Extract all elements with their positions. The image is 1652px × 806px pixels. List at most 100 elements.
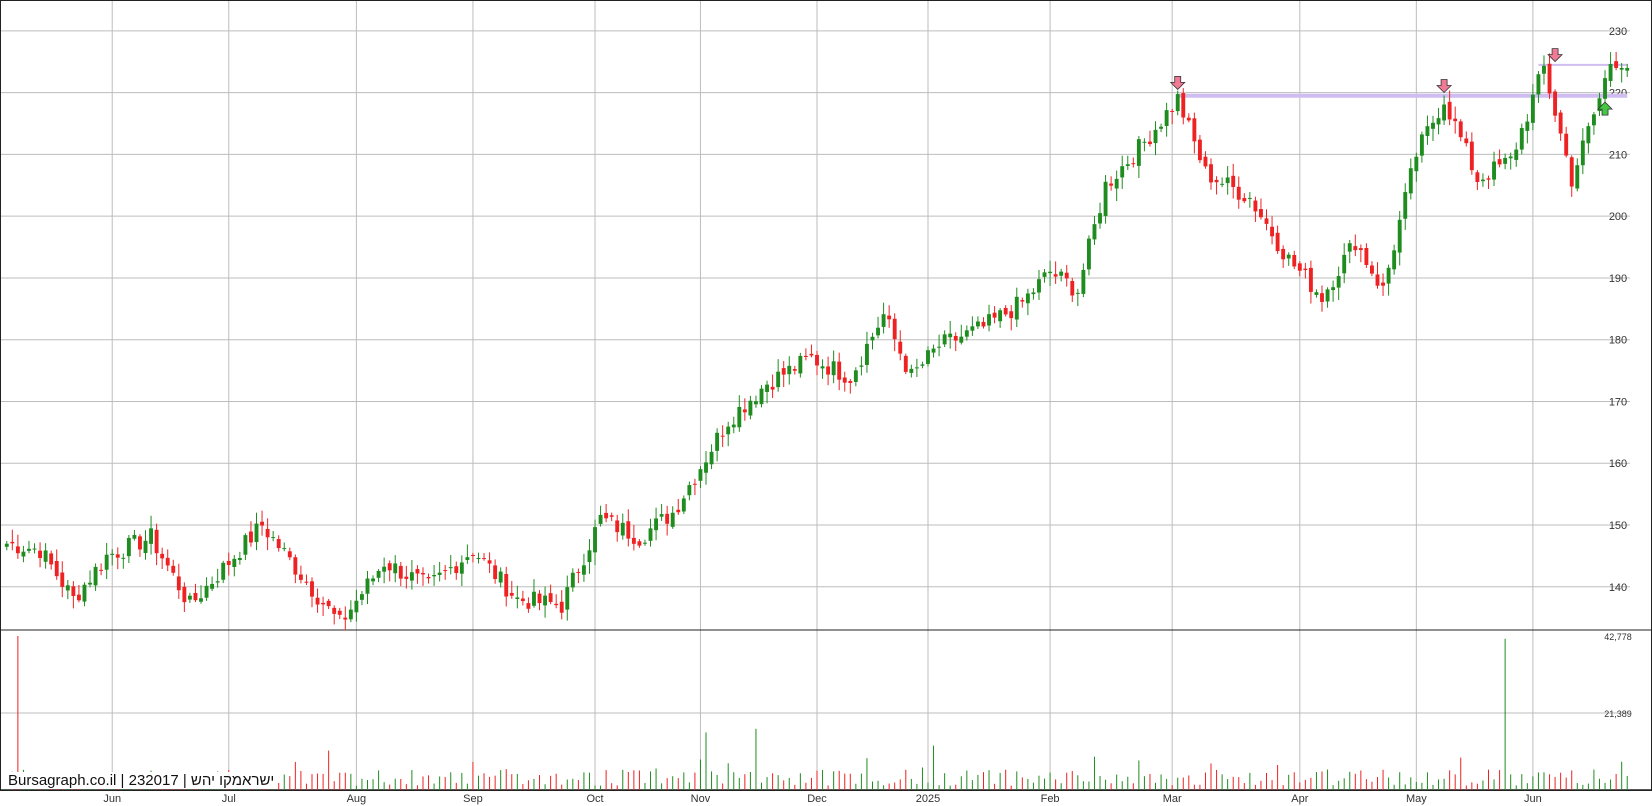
candle-body <box>88 582 92 585</box>
y-tick-label: 140 <box>1609 582 1627 594</box>
candle-body <box>110 553 115 555</box>
candle-body <box>1453 118 1458 122</box>
candle-body <box>115 554 120 558</box>
candle-body <box>581 565 586 575</box>
candle-body <box>692 483 697 485</box>
candle-body <box>1480 179 1485 182</box>
candle-body <box>604 512 609 519</box>
candle-body <box>1264 218 1269 224</box>
candle-body <box>60 572 65 587</box>
candle-body <box>659 514 664 517</box>
candle-body <box>10 541 15 544</box>
x-tick-label: Aug <box>347 793 367 805</box>
candle-body <box>1247 197 1252 199</box>
candle-body <box>93 566 98 586</box>
candle-body <box>276 538 281 549</box>
candle-body <box>1392 250 1397 270</box>
candle-body <box>681 498 686 512</box>
candle-body <box>942 334 947 345</box>
candle-body <box>1292 254 1297 267</box>
candle-body <box>1148 141 1152 145</box>
candle-body <box>243 535 248 555</box>
candle-body <box>409 572 414 581</box>
candle-body <box>1486 178 1491 180</box>
x-tick-label: Feb <box>1041 793 1060 805</box>
x-tick-label: Dec <box>807 793 827 805</box>
candle-body <box>265 528 270 538</box>
candle-body <box>709 451 714 465</box>
candle-body <box>1286 254 1291 259</box>
candle-body <box>848 381 853 383</box>
candle-body <box>765 384 769 392</box>
candle-body <box>293 557 298 575</box>
candle-body <box>182 586 187 603</box>
candle-body <box>376 570 381 578</box>
candle-body <box>154 529 159 554</box>
candle-body <box>1214 179 1219 183</box>
candle-body <box>948 333 953 338</box>
candle-body <box>493 565 498 580</box>
candle-body <box>76 594 81 601</box>
candle-body <box>1530 94 1535 123</box>
candle-body <box>859 365 864 367</box>
candle-body <box>1225 177 1230 184</box>
candle-body <box>210 583 215 589</box>
candle-body <box>1597 98 1602 112</box>
candle-body <box>1098 213 1102 224</box>
candle-body <box>1403 192 1408 219</box>
candle-body <box>1175 94 1180 112</box>
candle-body <box>487 560 492 564</box>
y-tick-label: 190 <box>1609 273 1627 285</box>
candle-body <box>1425 126 1430 137</box>
candle-body <box>826 366 831 375</box>
candle-body <box>1625 67 1630 71</box>
candle-body <box>326 600 331 607</box>
volume-tick-label: 21,389 <box>1604 709 1632 719</box>
candle-body <box>398 565 403 579</box>
candle-body <box>165 557 170 566</box>
candle-body <box>437 572 442 575</box>
candle-body <box>1186 117 1191 121</box>
y-tick-label: 160 <box>1609 458 1627 470</box>
candle-body <box>393 563 398 574</box>
candle-body <box>881 314 886 327</box>
candle-body <box>926 350 930 364</box>
candle-body <box>498 571 503 583</box>
candle-body <box>82 584 87 602</box>
candle-body <box>199 598 203 602</box>
candle-body <box>15 546 20 554</box>
candle-body <box>1397 219 1402 253</box>
candle-body <box>770 386 775 390</box>
candle-body <box>865 343 869 365</box>
candle-body <box>787 365 792 375</box>
candle-body <box>504 573 509 597</box>
candle-body <box>359 594 364 600</box>
candle-body <box>1086 238 1091 270</box>
candle-body <box>4 543 9 547</box>
candle-body <box>43 550 48 562</box>
candle-body <box>842 377 847 383</box>
candle-body <box>121 557 126 559</box>
candle-body <box>1320 293 1324 302</box>
candle-body <box>1564 133 1569 156</box>
candle-body <box>32 548 37 550</box>
candle-body <box>1236 186 1241 200</box>
candle-body <box>99 569 104 571</box>
candle-body <box>149 528 154 544</box>
candle-body <box>737 406 742 428</box>
candle-body <box>476 557 481 559</box>
candle-body <box>1575 165 1580 189</box>
candle-body <box>432 575 437 577</box>
candle-body <box>1447 101 1452 120</box>
candle-body <box>310 581 314 597</box>
candle-body <box>1503 157 1508 164</box>
candle-body <box>1192 118 1197 142</box>
candle-body <box>1297 263 1302 271</box>
candle-body <box>754 401 758 405</box>
candle-body <box>1492 161 1496 180</box>
candle-body <box>321 602 326 605</box>
candle-body <box>870 336 875 341</box>
candle-body <box>443 570 448 572</box>
candle-body <box>803 355 808 358</box>
candle-body <box>1419 134 1424 156</box>
